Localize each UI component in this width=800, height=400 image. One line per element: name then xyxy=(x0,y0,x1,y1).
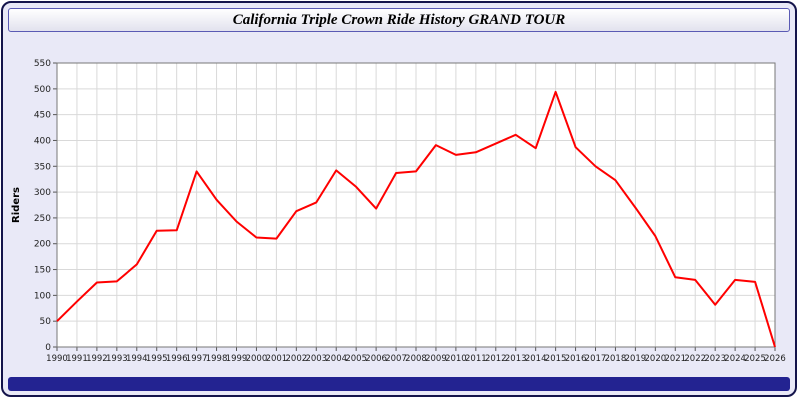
x-tick-label: 2006 xyxy=(365,354,387,364)
x-tick-label: 1998 xyxy=(206,354,228,364)
bottom-bar xyxy=(8,377,790,391)
y-tick-label: 200 xyxy=(34,240,51,250)
x-tick-label: 2018 xyxy=(605,354,627,364)
x-tick-label: 2005 xyxy=(345,354,367,364)
x-tick-label: 2013 xyxy=(505,354,527,364)
x-tick-label: 2001 xyxy=(266,354,288,364)
x-tick-label: 1997 xyxy=(186,354,208,364)
x-tick-label: 1992 xyxy=(86,354,108,364)
y-tick-label: 250 xyxy=(34,214,51,224)
x-tick-label: 2012 xyxy=(485,354,507,364)
x-tick-label: 2015 xyxy=(545,354,567,364)
y-tick-label: 550 xyxy=(34,59,51,69)
x-tick-label: 1991 xyxy=(66,354,88,364)
line-chart: 0501001502002503003504004505005501990199… xyxy=(11,59,786,364)
x-tick-label: 1990 xyxy=(46,354,68,364)
x-tick-label: 2022 xyxy=(684,354,706,364)
y-tick-label: 150 xyxy=(34,266,51,276)
y-axis-label: Riders xyxy=(11,187,22,223)
x-tick-label: 2004 xyxy=(325,354,347,364)
x-tick-label: 2021 xyxy=(664,354,686,364)
x-tick-label: 2010 xyxy=(445,354,467,364)
y-tick-label: 50 xyxy=(40,317,52,327)
chart-area: 0 50 100 150 200 250 300 350 400 450 500 550 1990 199… xyxy=(7,51,795,377)
x-tick-label: 2014 xyxy=(525,354,547,364)
x-tick-label: 2007 xyxy=(385,354,407,364)
x-tick-label: 2003 xyxy=(305,354,327,364)
x-tick-label: 2023 xyxy=(704,354,726,364)
x-tick-label: 1994 xyxy=(126,354,148,364)
x-tick-label: 2024 xyxy=(724,354,746,364)
page-title: California Triple Crown Ride History GRA… xyxy=(232,11,566,28)
y-tick-label: 100 xyxy=(34,291,51,301)
y-tick-label: 450 xyxy=(34,111,51,121)
y-tick-label: 400 xyxy=(34,136,51,146)
riders-line xyxy=(56,90,776,348)
title-bar: California Triple Crown Ride History GRA… xyxy=(8,8,790,32)
x-tick-label: 2009 xyxy=(425,354,447,364)
y-tick-label: 350 xyxy=(34,162,51,172)
x-tick-label: 2017 xyxy=(585,354,607,364)
x-tick-label: 2000 xyxy=(246,354,268,364)
x-tick-label: 2016 xyxy=(565,354,587,364)
x-tick-label: 2026 xyxy=(764,354,786,364)
x-tick-label: 1993 xyxy=(106,354,128,364)
x-tick-label: 2020 xyxy=(645,354,667,364)
x-tick-label: 1995 xyxy=(146,354,168,364)
x-tick-label: 2011 xyxy=(465,354,487,364)
x-tick-label: 1999 xyxy=(226,354,248,364)
x-tick-label: 2008 xyxy=(405,354,427,364)
x-tick-label: 2002 xyxy=(286,354,308,364)
x-tick-label: 2025 xyxy=(744,354,766,364)
x-tick-label: 2019 xyxy=(625,354,647,364)
y-tick-label: 500 xyxy=(34,85,51,95)
plot-border xyxy=(56,62,776,348)
y-tick-label: 300 xyxy=(34,188,51,198)
x-tick-label: 1996 xyxy=(166,354,188,364)
y-tick-label: 0 xyxy=(45,343,51,353)
